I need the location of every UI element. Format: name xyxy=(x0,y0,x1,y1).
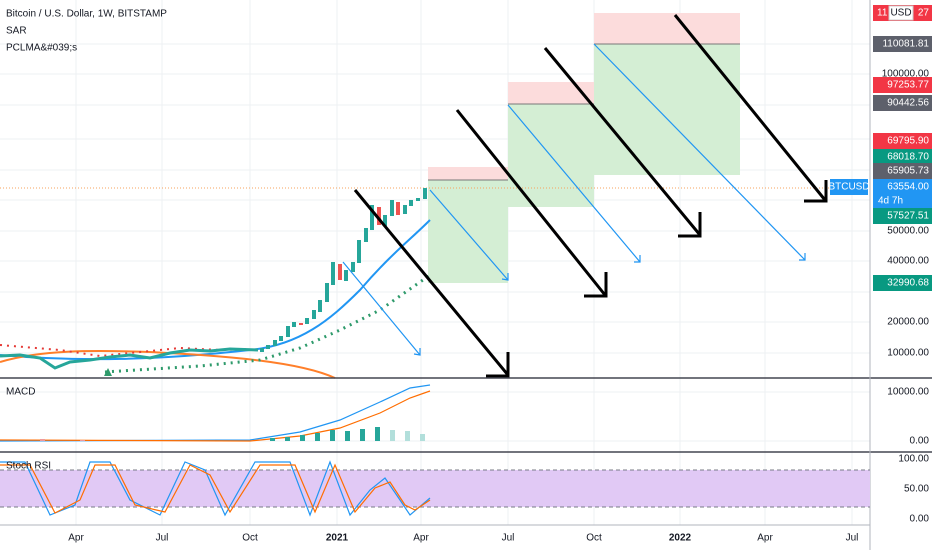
price-label: 90442.56 xyxy=(887,98,929,109)
price-label: 10000.00 xyxy=(887,348,929,359)
blue-lines xyxy=(342,43,806,356)
time-label: Apr xyxy=(413,533,429,544)
price-label: 50000.00 xyxy=(887,226,929,237)
currency-button[interactable] xyxy=(888,5,914,21)
pane-title: MACD xyxy=(6,387,35,398)
currency[interactable]: USD xyxy=(890,8,911,19)
macd-histogram xyxy=(40,427,425,441)
time-label: 2022 xyxy=(669,533,692,544)
candles xyxy=(260,188,427,352)
time-label: Jul xyxy=(502,533,515,544)
time-label: Oct xyxy=(242,533,258,544)
price-label: 97253.77 xyxy=(887,80,929,91)
candles-2020 xyxy=(0,347,259,370)
price-label: 68018.70 xyxy=(887,152,929,163)
macd-line xyxy=(0,384,431,442)
black-arrows xyxy=(353,14,828,378)
stoch-label: 50.00 xyxy=(904,484,929,495)
stoch-label: 100.00 xyxy=(898,454,929,465)
indicator-label: PCLMA&#039;s xyxy=(6,43,77,54)
d-line xyxy=(0,463,431,514)
price-label: 69795.90 xyxy=(887,136,929,147)
symbol-badge: BTCUSD xyxy=(828,182,869,193)
k-line xyxy=(0,460,431,517)
price-label: 100000.00 xyxy=(882,69,930,80)
stoch-band xyxy=(0,470,870,507)
price-label: 20000.00 xyxy=(887,317,929,328)
price-label: 40000.00 xyxy=(887,256,929,267)
indicator-label: SAR xyxy=(6,26,27,37)
countdown: 4d 7h xyxy=(878,196,903,207)
price-label: 57527.51 xyxy=(887,211,929,222)
signal-line xyxy=(0,390,431,442)
price-label: 65905.73 xyxy=(887,166,929,177)
pane-title: Stoch RSI xyxy=(6,461,51,472)
time-label: Oct xyxy=(586,533,602,544)
time-label: Apr xyxy=(757,533,773,544)
last-price: 63554.00 xyxy=(887,182,929,193)
stoch-label: 0.00 xyxy=(910,514,930,525)
sar-flip xyxy=(104,368,112,376)
time-label: Apr xyxy=(68,533,84,544)
time-label: 2021 xyxy=(326,533,349,544)
price-label: 11 xyxy=(877,8,888,19)
sar-green xyxy=(104,273,431,374)
macd-label: 0.00 xyxy=(910,436,930,447)
sar-red xyxy=(0,344,251,358)
time-label: Jul xyxy=(846,533,859,544)
price-label: 110081.81 xyxy=(882,39,929,50)
price-badges xyxy=(830,36,932,291)
symbol-title: Bitcoin / U.S. Dollar, 1W, BITSTAMP xyxy=(6,9,167,20)
price-label: 32990.68 xyxy=(887,278,929,289)
macd-label: 10000.00 xyxy=(887,387,929,398)
price-label: 27 xyxy=(918,8,930,19)
ma-orange xyxy=(0,350,336,379)
time-label: Jul xyxy=(156,533,169,544)
